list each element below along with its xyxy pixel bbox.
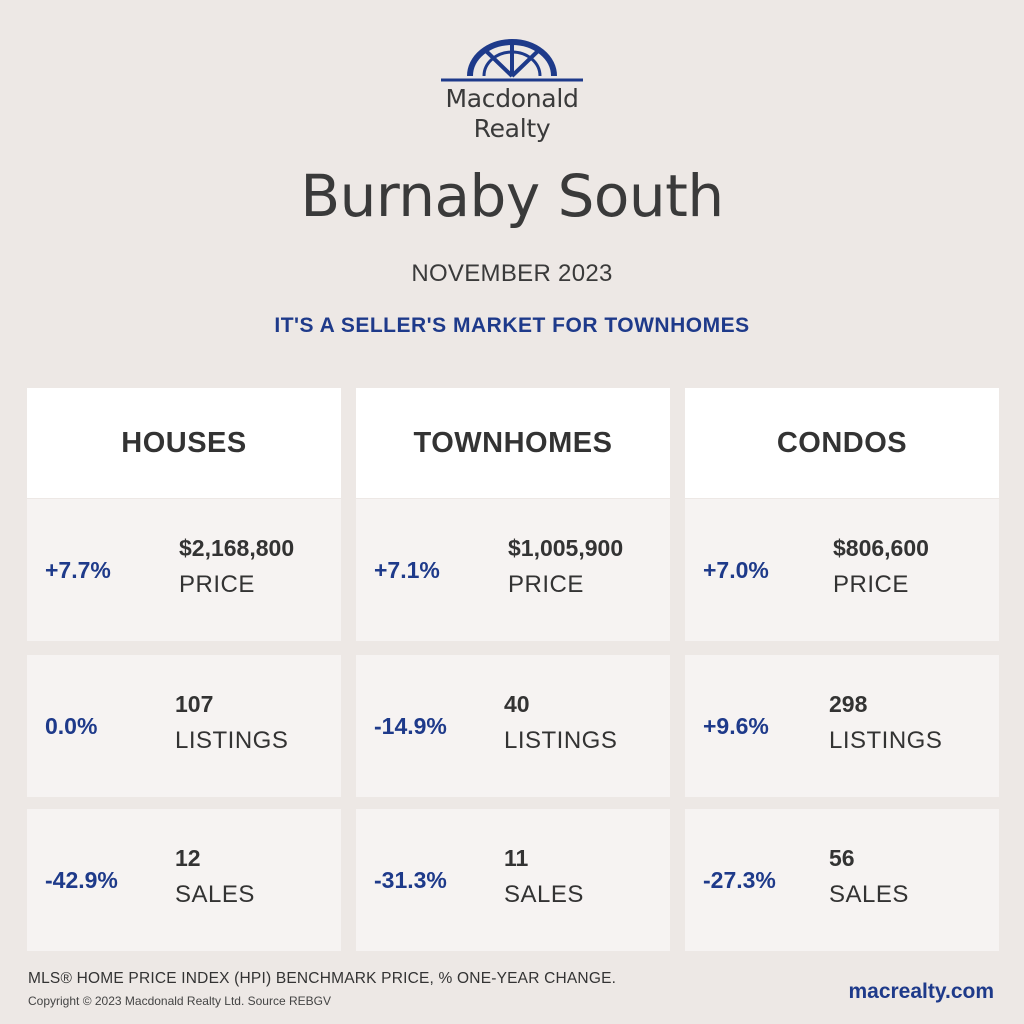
stat-value: 11: [504, 845, 529, 871]
stat-value: 12: [175, 845, 201, 871]
stat-change: +7.0%: [703, 556, 769, 583]
stat-card-houses-listings: 0.0% 107 LISTINGS: [27, 655, 341, 797]
market-tagline: IT'S A SELLER'S MARKET FOR TOWNHOMES: [274, 314, 750, 337]
stat-card-houses-price: +7.7% $2,168,800 PRICE: [27, 499, 341, 641]
stat-label: PRICE: [179, 571, 255, 598]
stat-change: -42.9%: [45, 866, 118, 893]
stat-change: -14.9%: [374, 712, 447, 739]
stat-label: SALES: [829, 881, 909, 908]
stat-label: LISTINGS: [504, 727, 618, 754]
website-link[interactable]: macrealty.com: [848, 980, 994, 1003]
stat-change: +9.6%: [703, 712, 769, 739]
column-header-houses: HOUSES: [27, 388, 341, 498]
stat-card-houses-sales: -42.9% 12 SALES: [27, 809, 341, 951]
logo-text-macdonald: Macdonald: [445, 84, 579, 113]
compass-rose-logo-icon: [441, 39, 583, 82]
logo-text-realty: Realty: [473, 114, 551, 143]
copyright-text: Copyright © 2023 Macdonald Realty Ltd. S…: [28, 994, 331, 1008]
stat-label: SALES: [175, 881, 255, 908]
stat-change: -27.3%: [703, 866, 776, 893]
stat-label: PRICE: [833, 571, 909, 598]
stat-value: $806,600: [833, 535, 929, 561]
stat-value: $1,005,900: [508, 535, 624, 561]
column-header-townhomes: TOWNHOMES: [356, 388, 670, 498]
stat-value: 298: [829, 691, 868, 717]
stat-card-condos-price: +7.0% $806,600 PRICE: [685, 499, 999, 641]
column-townhomes: TOWNHOMES +7.1% $1,005,900 PRICE -14.9% …: [356, 388, 670, 951]
hpi-footnote: MLS® HOME PRICE INDEX (HPI) BENCHMARK PR…: [28, 970, 617, 987]
stat-label: LISTINGS: [829, 727, 943, 754]
stat-card-townhomes-listings: -14.9% 40 LISTINGS: [356, 655, 670, 797]
stat-value: $2,168,800: [179, 535, 295, 561]
stat-label: LISTINGS: [175, 727, 289, 754]
stat-change: +7.7%: [45, 556, 111, 583]
stat-card-townhomes-price: +7.1% $1,005,900 PRICE: [356, 499, 670, 641]
stat-change: +7.1%: [374, 556, 440, 583]
stat-change: -31.3%: [374, 866, 447, 893]
report-period: NOVEMBER 2023: [411, 260, 613, 287]
stat-change: 0.0%: [45, 712, 98, 739]
stat-card-condos-sales: -27.3% 56 SALES: [685, 809, 999, 951]
stat-label: PRICE: [508, 571, 584, 598]
stat-card-condos-listings: +9.6% 298 LISTINGS: [685, 655, 999, 797]
column-condos: CONDOS +7.0% $806,600 PRICE +9.6% 298 LI…: [685, 388, 999, 951]
stat-value: 107: [175, 691, 214, 717]
stat-card-townhomes-sales: -31.3% 11 SALES: [356, 809, 670, 951]
brand-logo: Macdonald Realty: [0, 36, 1024, 144]
stat-value: 40: [504, 691, 530, 717]
stat-label: SALES: [504, 881, 584, 908]
column-houses: HOUSES +7.7% $2,168,800 PRICE 0.0% 107 L…: [27, 388, 341, 951]
page-title: Burnaby South: [300, 162, 724, 230]
stat-value: 56: [829, 845, 855, 871]
column-header-condos: CONDOS: [685, 388, 999, 498]
